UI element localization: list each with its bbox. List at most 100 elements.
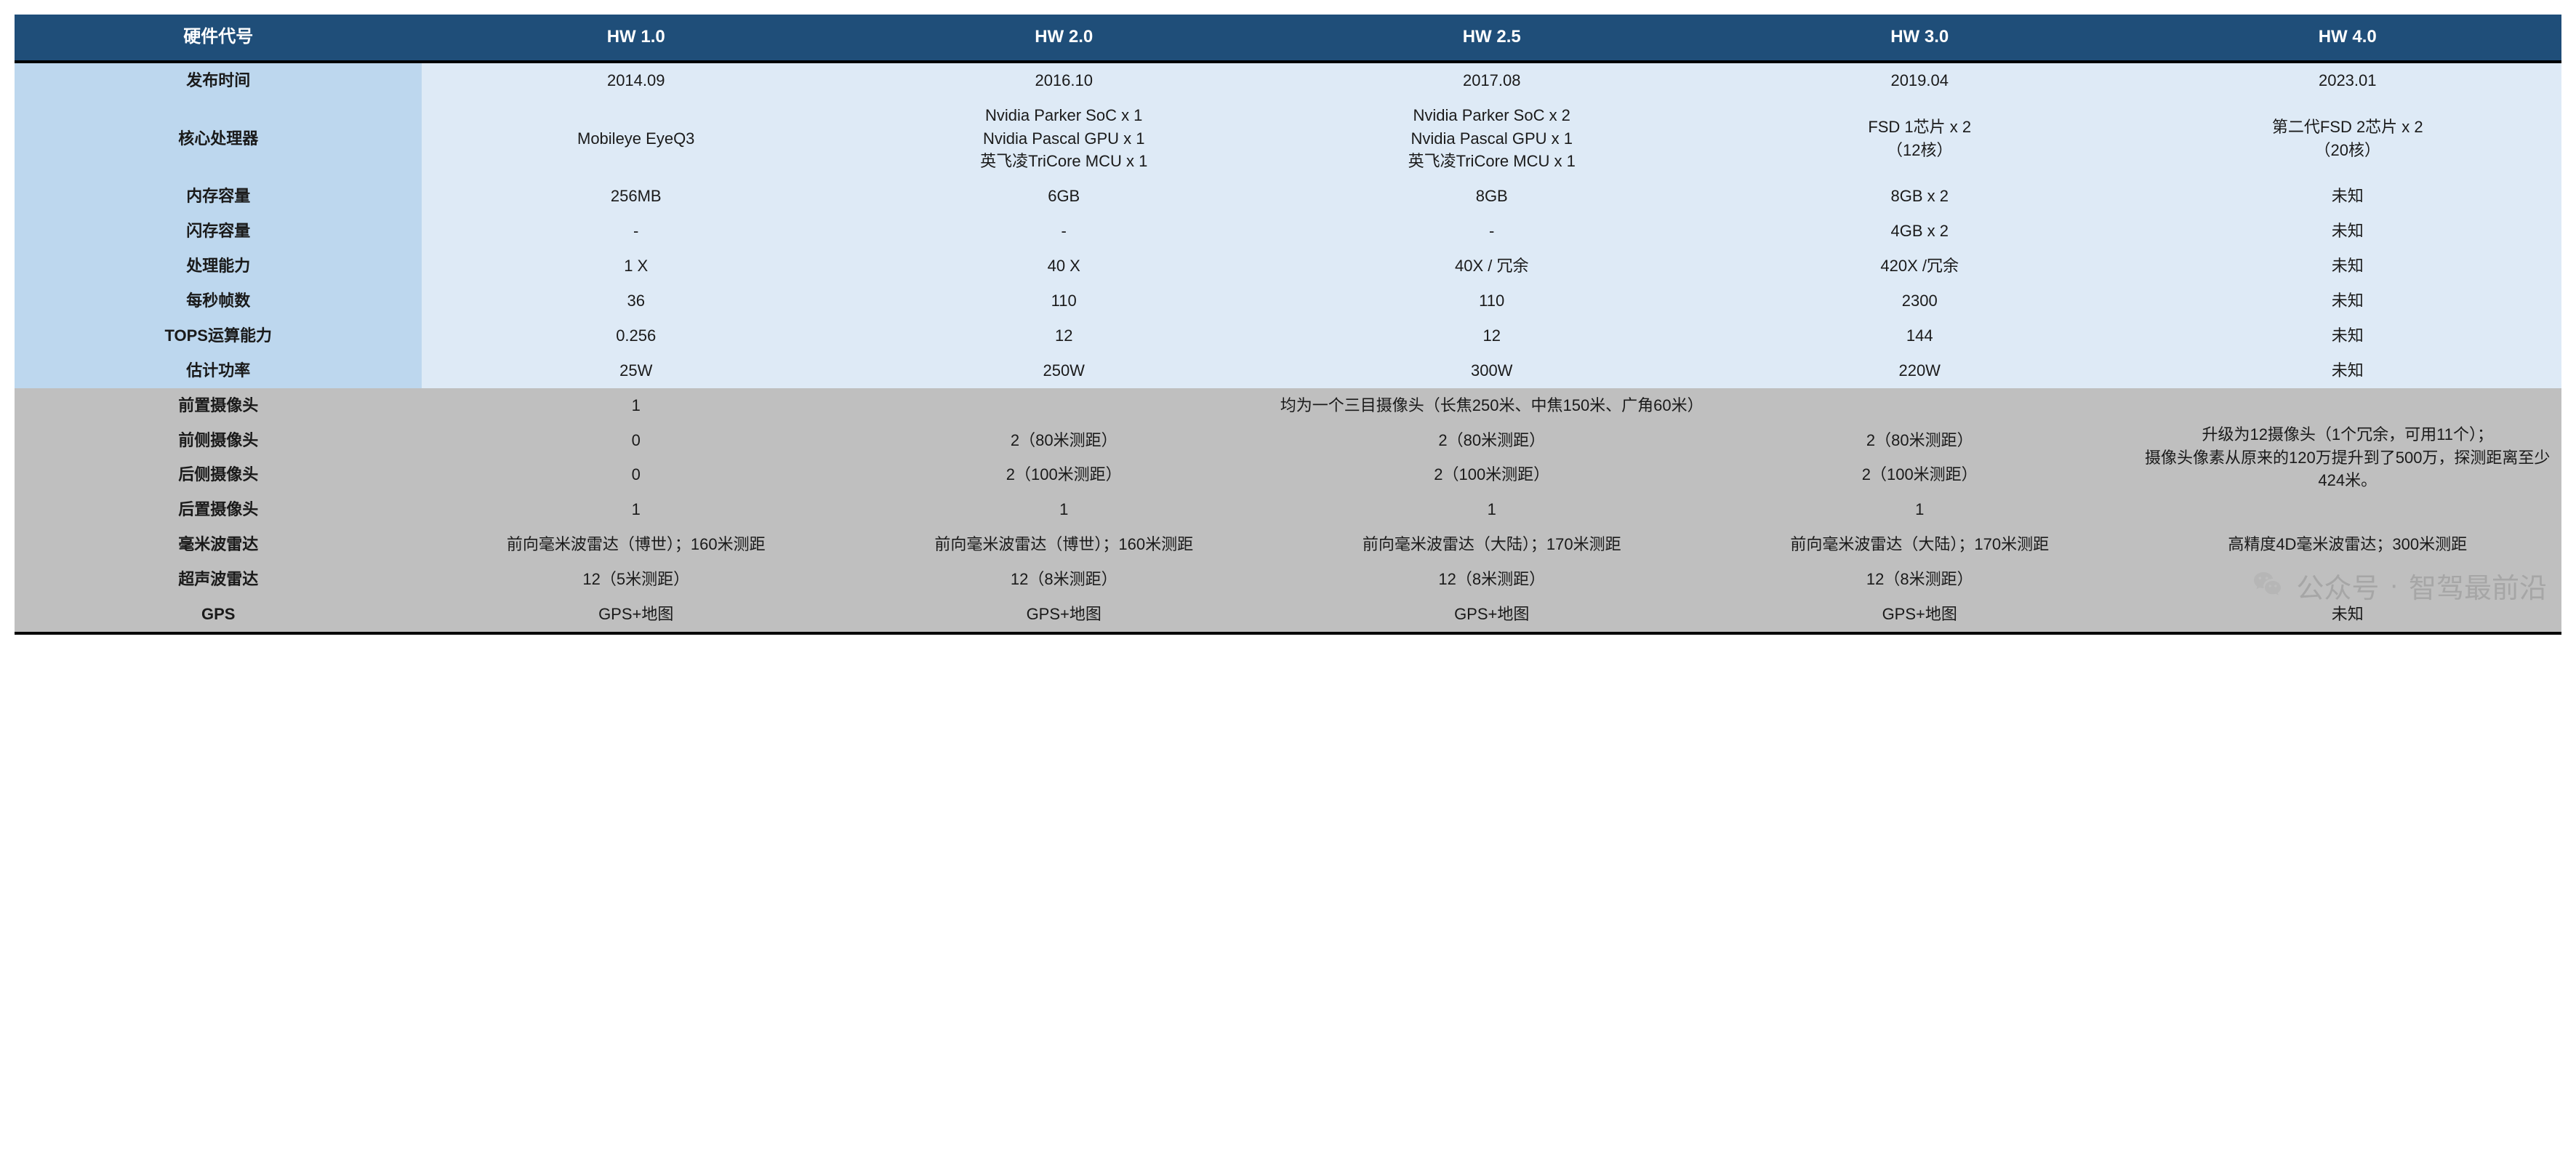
cell: 40X / 冗余 <box>1277 249 1706 284</box>
row-label: 处理能力 <box>15 249 422 284</box>
cell: 25W <box>422 353 850 388</box>
cell: 1 <box>1706 492 2134 527</box>
cell: 未知 <box>2133 179 2561 214</box>
cell: 2017.08 <box>1277 62 1706 98</box>
cell: 4GB x 2 <box>1706 214 2134 249</box>
cell: 1 <box>1277 492 1706 527</box>
cell: 1 <box>850 492 1278 527</box>
cell: Mobileye EyeQ3 <box>422 98 850 180</box>
cell <box>2133 562 2561 597</box>
cell: 未知 <box>2133 249 2561 284</box>
cell: 1 X <box>422 249 850 284</box>
cell: FSD 1芯片 x 2（12核） <box>1706 98 2134 180</box>
cell: 2（100米测距） <box>850 457 1278 492</box>
cell: 2（80米测距） <box>1706 423 2134 458</box>
cell: 2300 <box>1706 284 2134 318</box>
cell: 2（80米测距） <box>1277 423 1706 458</box>
cell: 36 <box>422 284 850 318</box>
cell: 2023.01 <box>2133 62 2561 98</box>
cell: 未知 <box>2133 284 2561 318</box>
row-label: 前侧摄像头 <box>15 423 422 458</box>
col-header-hw40: HW 4.0 <box>2133 15 2561 62</box>
cell: 前向毫米波雷达（博世）；160米测距 <box>422 527 850 562</box>
row-label: 核心处理器 <box>15 98 422 180</box>
cell: 8GB x 2 <box>1706 179 2134 214</box>
cell: 144 <box>1706 318 2134 353</box>
table-row: 估计功率 25W 250W 300W 220W 未知 <box>15 353 2561 388</box>
cell: 2019.04 <box>1706 62 2134 98</box>
cell: 2（80米测距） <box>850 423 1278 458</box>
cell: 6GB <box>850 179 1278 214</box>
table-row: TOPS运算能力 0.256 12 12 144 未知 <box>15 318 2561 353</box>
cell: 110 <box>1277 284 1706 318</box>
cell: GPS+地图 <box>1706 597 2134 633</box>
cell: 40 X <box>850 249 1278 284</box>
row-label: 估计功率 <box>15 353 422 388</box>
cell: 12（8米测距） <box>1277 562 1706 597</box>
cell: 2016.10 <box>850 62 1278 98</box>
table-row: 毫米波雷达 前向毫米波雷达（博世）；160米测距 前向毫米波雷达（博世）；160… <box>15 527 2561 562</box>
table-header-row: 硬件代号 HW 1.0 HW 2.0 HW 2.5 HW 3.0 HW 4.0 <box>15 15 2561 62</box>
cell: 12 <box>1277 318 1706 353</box>
col-header-hw20: HW 2.0 <box>850 15 1278 62</box>
cell-merged-hw40-cameras: 升级为12摄像头（1个冗余，可用11个）；摄像头像素从原来的120万提升到了50… <box>2133 388 2561 528</box>
cell: 2（100米测距） <box>1277 457 1706 492</box>
table-row: 超声波雷达 12（5米测距） 12（8米测距） 12（8米测距） 12（8米测距… <box>15 562 2561 597</box>
cell: 12 <box>850 318 1278 353</box>
cell: 未知 <box>2133 597 2561 633</box>
cell: GPS+地图 <box>850 597 1278 633</box>
cell: 前向毫米波雷达（大陆）；170米测距 <box>1706 527 2134 562</box>
cell: 300W <box>1277 353 1706 388</box>
cell: 前向毫米波雷达（大陆）；170米测距 <box>1277 527 1706 562</box>
cell: 220W <box>1706 353 2134 388</box>
row-label: 前置摄像头 <box>15 388 422 423</box>
row-label: 毫米波雷达 <box>15 527 422 562</box>
section-compute: 发布时间 2014.09 2016.10 2017.08 2019.04 202… <box>15 62 2561 388</box>
row-label: 闪存容量 <box>15 214 422 249</box>
table-row: 每秒帧数 36 110 110 2300 未知 <box>15 284 2561 318</box>
cell: 第二代FSD 2芯片 x 2（20核） <box>2133 98 2561 180</box>
cell: - <box>850 214 1278 249</box>
row-label: 后置摄像头 <box>15 492 422 527</box>
col-header-hw25: HW 2.5 <box>1277 15 1706 62</box>
cell: 未知 <box>2133 214 2561 249</box>
row-label: 发布时间 <box>15 62 422 98</box>
cell: 420X /冗余 <box>1706 249 2134 284</box>
cell: 高精度4D毫米波雷达；300米测距 <box>2133 527 2561 562</box>
cell: 12（5米测距） <box>422 562 850 597</box>
cell: 12（8米测距） <box>1706 562 2134 597</box>
cell: 8GB <box>1277 179 1706 214</box>
cell: 256MB <box>422 179 850 214</box>
row-label: GPS <box>15 597 422 633</box>
cell: 2（100米测距） <box>1706 457 2134 492</box>
table-row: 前置摄像头 1 均为一个三目摄像头（长焦250米、中焦150米、广角60米） 升… <box>15 388 2561 423</box>
cell-merged: 均为一个三目摄像头（长焦250米、中焦150米、广角60米） <box>850 388 2134 423</box>
cell: GPS+地图 <box>422 597 850 633</box>
table-row: 处理能力 1 X 40 X 40X / 冗余 420X /冗余 未知 <box>15 249 2561 284</box>
row-label: TOPS运算能力 <box>15 318 422 353</box>
cell: 0 <box>422 423 850 458</box>
cell: Nvidia Parker SoC x 1Nvidia Pascal GPU x… <box>850 98 1278 180</box>
row-label: 每秒帧数 <box>15 284 422 318</box>
cell: 未知 <box>2133 353 2561 388</box>
cell: 110 <box>850 284 1278 318</box>
hardware-comparison-table: 硬件代号 HW 1.0 HW 2.0 HW 2.5 HW 3.0 HW 4.0 … <box>15 15 2561 635</box>
table-row: 闪存容量 - - - 4GB x 2 未知 <box>15 214 2561 249</box>
cell: GPS+地图 <box>1277 597 1706 633</box>
col-header-hw30: HW 3.0 <box>1706 15 2134 62</box>
cell: Nvidia Parker SoC x 2Nvidia Pascal GPU x… <box>1277 98 1706 180</box>
cell: 1 <box>422 492 850 527</box>
cell: 前向毫米波雷达（博世）；160米测距 <box>850 527 1278 562</box>
cell: 0.256 <box>422 318 850 353</box>
col-header-label: 硬件代号 <box>15 15 422 62</box>
cell: 1 <box>422 388 850 423</box>
table-row: GPS GPS+地图 GPS+地图 GPS+地图 GPS+地图 未知 <box>15 597 2561 633</box>
row-label: 内存容量 <box>15 179 422 214</box>
row-label: 后侧摄像头 <box>15 457 422 492</box>
table-row: 核心处理器 Mobileye EyeQ3 Nvidia Parker SoC x… <box>15 98 2561 180</box>
cell: - <box>422 214 850 249</box>
col-header-hw10: HW 1.0 <box>422 15 850 62</box>
table-row: 内存容量 256MB 6GB 8GB 8GB x 2 未知 <box>15 179 2561 214</box>
cell: 250W <box>850 353 1278 388</box>
table-row: 发布时间 2014.09 2016.10 2017.08 2019.04 202… <box>15 62 2561 98</box>
